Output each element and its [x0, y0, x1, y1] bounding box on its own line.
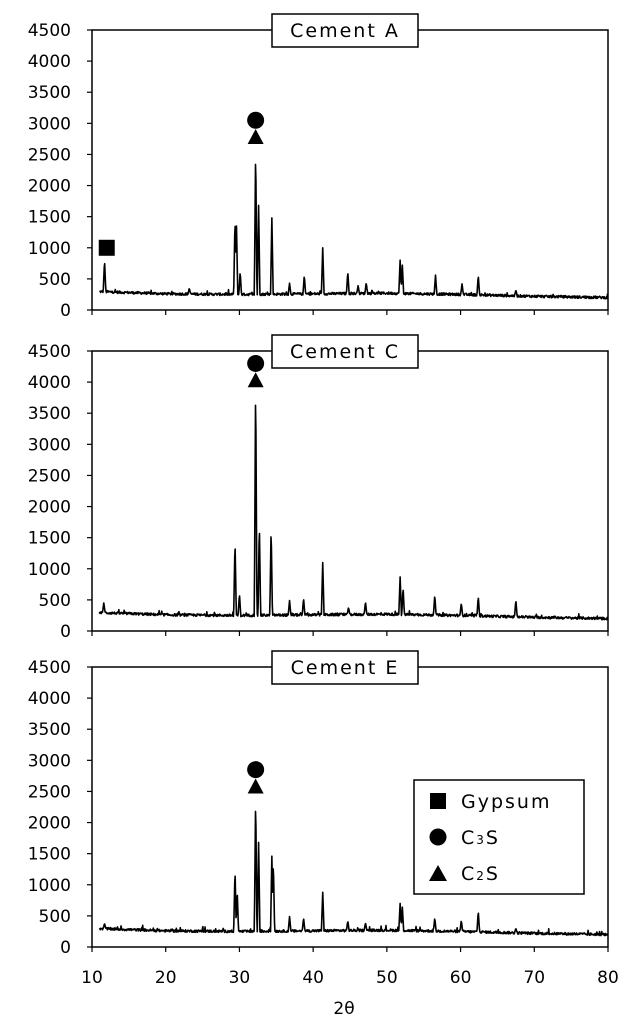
diffraction-trace	[99, 163, 609, 300]
y-tick-label: 1000	[28, 239, 71, 259]
y-tick-label: 1500	[28, 208, 71, 228]
y-tick-label: 2000	[28, 498, 71, 518]
c3s-marker	[247, 111, 265, 129]
y-tick-label: 4500	[28, 658, 71, 678]
title-box	[271, 334, 419, 369]
gypsum-marker	[98, 239, 115, 256]
y-tick-label: 3500	[28, 404, 71, 424]
x-tick-label: 70	[523, 968, 545, 988]
y-tick-label: 3000	[28, 114, 71, 134]
y-tick-label: 4500	[28, 21, 71, 41]
panel-title: Cement A	[271, 13, 419, 48]
x-tick-label: 50	[376, 968, 398, 988]
y-tick-label: 500	[39, 270, 71, 290]
y-tick-label: 2500	[28, 782, 71, 802]
title-text: Cement E	[291, 657, 400, 679]
c3s-marker	[247, 354, 265, 372]
legend: Gypsum C3S C2S	[413, 779, 585, 895]
title-box	[271, 13, 419, 48]
panel-1: 0 500 1000 1500 2000 2500 3000 3500 4000 4500 Ceme…	[28, 334, 609, 642]
c3s-marker	[247, 761, 265, 779]
legend-label: Gypsum	[461, 791, 551, 813]
y-tick-label: 3500	[28, 720, 71, 740]
title-text: Cement A	[290, 20, 400, 42]
x-tick-label: 80	[597, 968, 619, 988]
x-tick-label: 30	[229, 968, 251, 988]
y-tick-label: 2500	[28, 145, 71, 165]
y-tick-label: 2000	[28, 177, 71, 197]
y-tick-label: 1000	[28, 560, 71, 580]
y-tick-label: 0	[60, 938, 71, 958]
y-tick-label: 4000	[28, 52, 71, 72]
y-tick-label: 4000	[28, 373, 71, 393]
y-tick-label: 0	[60, 301, 71, 321]
y-tick-label: 3500	[28, 83, 71, 103]
plot-frame	[91, 29, 609, 311]
y-tick-label: 4500	[28, 342, 71, 362]
panel-2: 0 500 1000 1500 2000 2500 3000 3500 4000 4500 Ceme…	[28, 650, 609, 958]
y-tick-label: 1000	[28, 876, 71, 896]
title-box	[271, 650, 419, 685]
legend-label: C2S	[461, 863, 500, 885]
c2s-marker	[247, 129, 264, 145]
y-tick-label: 500	[39, 907, 71, 927]
y-tick-label: 2000	[28, 814, 71, 834]
panel-title: Cement C	[271, 334, 419, 369]
panel-title: Cement E	[271, 650, 419, 685]
y-tick-label: 500	[39, 591, 71, 611]
y-tick-label: 3000	[28, 751, 71, 771]
x-axis-label: 2θ	[333, 999, 354, 1019]
title-text: Cement C	[290, 341, 400, 363]
diffraction-trace	[98, 810, 609, 937]
y-tick-label: 1500	[28, 845, 71, 865]
legend-circle-marker	[429, 828, 447, 846]
y-tick-label: 0	[60, 622, 71, 642]
y-tick-label: 3000	[28, 435, 71, 455]
x-tick-label: 40	[302, 968, 324, 988]
diffraction-trace	[98, 404, 609, 621]
x-axis: 10 20 30 40 50 60 70 80	[81, 968, 619, 988]
c2s-marker	[247, 778, 264, 794]
legend-triangle-marker	[429, 865, 447, 881]
c2s-marker	[247, 372, 264, 388]
plot-frame	[91, 350, 609, 632]
x-tick-label: 20	[155, 968, 177, 988]
x-tick-label: 10	[81, 968, 103, 988]
y-tick-label: 1500	[28, 529, 71, 549]
y-tick-label: 2500	[28, 466, 71, 486]
x-tick-label: 60	[450, 968, 472, 988]
y-tick-label: 4000	[28, 689, 71, 709]
panels: 0 500 1000 1500 2000 2500 3000 3500 4000 4500 Ceme…	[28, 13, 609, 958]
legend-label: C3S	[461, 827, 500, 849]
legend-square-marker	[430, 793, 446, 809]
panel-0: 0 500 1000 1500 2000 2500 3000 3500 4000 4500 Ceme…	[28, 13, 609, 321]
